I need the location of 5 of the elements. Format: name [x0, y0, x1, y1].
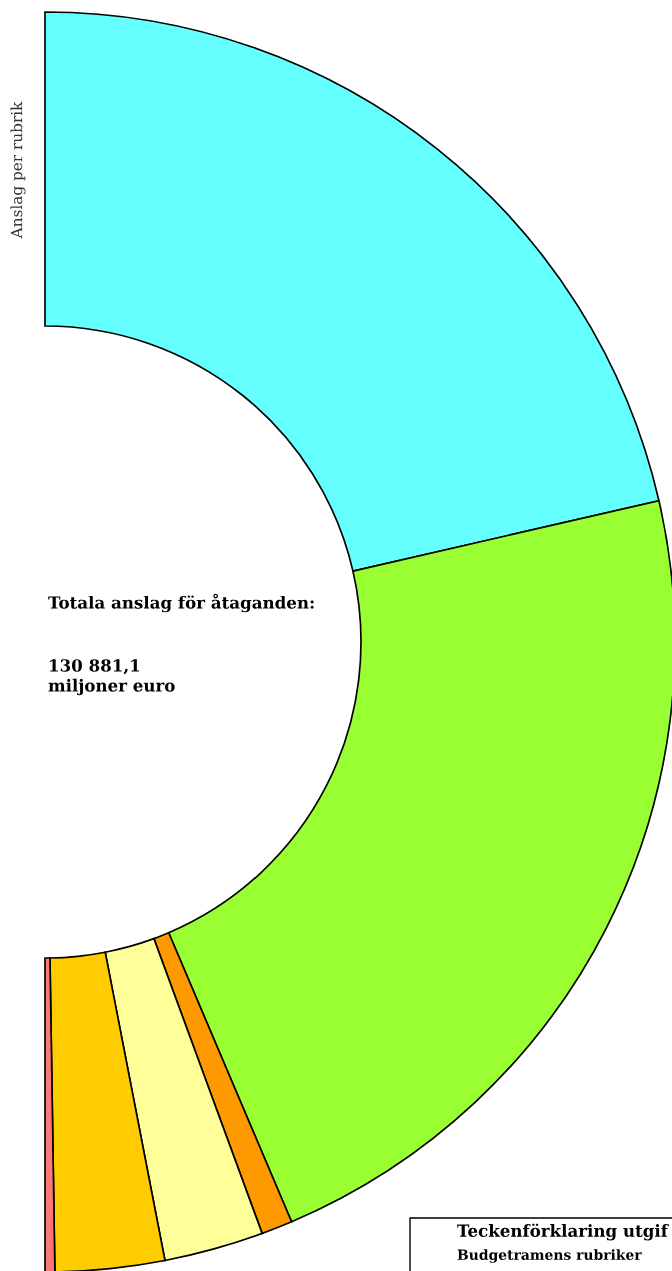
text: Anslag per rubrik: [10, 101, 26, 239]
text: Totala anslag för åtaganden:: [48, 593, 314, 613]
text: 130 881,1 miljoner euro: [48, 659, 175, 696]
text: Budgetramens rubriker: [457, 1249, 642, 1263]
legend-title: Teckenförklaring utgif: [457, 1223, 669, 1241]
